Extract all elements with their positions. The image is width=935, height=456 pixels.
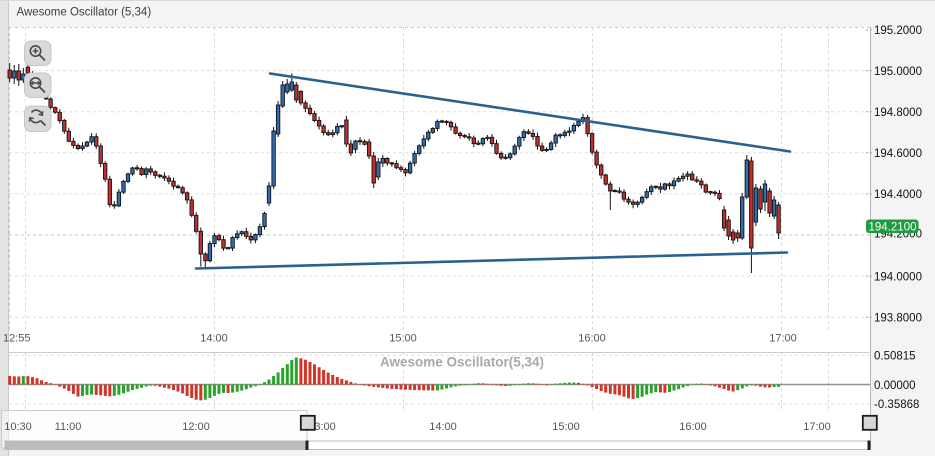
- svg-text:16:00: 16:00: [578, 333, 606, 345]
- svg-text:16:00: 16:00: [679, 421, 707, 433]
- svg-text:14:00: 14:00: [429, 421, 457, 433]
- svg-text:15:00: 15:00: [552, 421, 580, 433]
- svg-text:12:00: 12:00: [182, 421, 210, 433]
- svg-text:0.50815: 0.50815: [874, 351, 916, 363]
- svg-text:0.00000: 0.00000: [874, 380, 916, 392]
- svg-text:15:00: 15:00: [389, 333, 417, 345]
- svg-text:194.2100: 194.2100: [869, 222, 917, 234]
- svg-text:12:55: 12:55: [3, 333, 31, 345]
- svg-text:194.8000: 194.8000: [874, 107, 922, 119]
- svg-text:14:00: 14:00: [200, 333, 228, 345]
- svg-text:17:00: 17:00: [803, 421, 831, 433]
- svg-text:195.0000: 195.0000: [874, 66, 922, 78]
- svg-text:194.6000: 194.6000: [874, 148, 922, 160]
- svg-text:11:00: 11:00: [55, 421, 82, 433]
- svg-text:194.0000: 194.0000: [874, 271, 922, 283]
- svg-text:Awesome Oscillator (5,34): Awesome Oscillator (5,34): [17, 7, 152, 19]
- svg-text:193.8000: 193.8000: [874, 312, 922, 324]
- svg-text:-0.35868: -0.35868: [874, 399, 919, 411]
- svg-text:194.4000: 194.4000: [874, 189, 922, 201]
- svg-text:10:30: 10:30: [4, 421, 32, 433]
- svg-text:17:00: 17:00: [769, 333, 797, 345]
- svg-text:Awesome Oscillator(5,34): Awesome Oscillator(5,34): [380, 355, 544, 370]
- svg-text:195.2000: 195.2000: [874, 25, 922, 37]
